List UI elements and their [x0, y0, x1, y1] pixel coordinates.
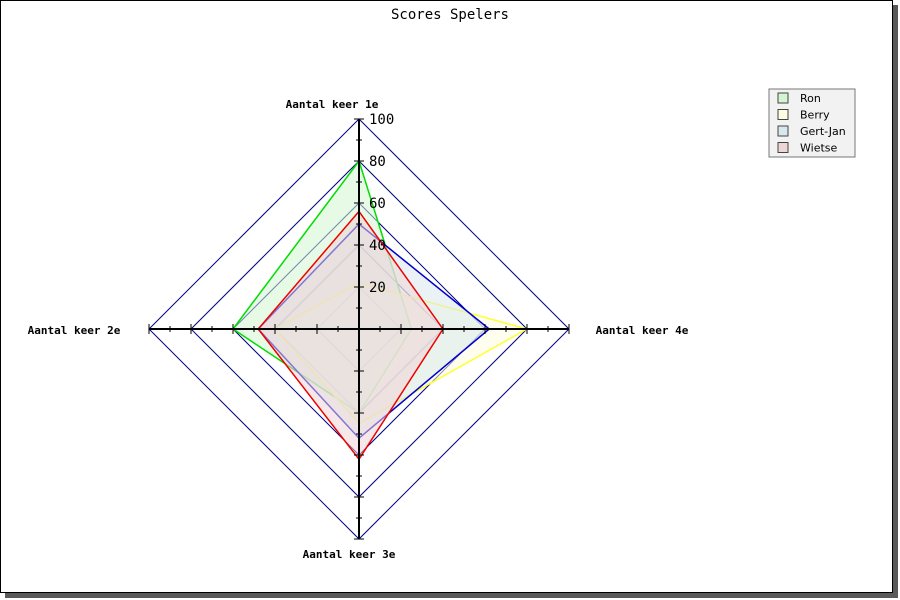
series-wietse	[257, 210, 444, 461]
tick-labels: 20 40 60 80 100	[369, 112, 394, 296]
legend-label: Berry	[800, 109, 830, 122]
legend-swatch	[777, 92, 789, 104]
tick-label: 100	[369, 112, 394, 128]
axis-label-bottom: Aantal keer 3e	[303, 548, 396, 561]
legend: Ron Berry Gert-Jan Wietse	[768, 88, 856, 158]
legend-swatch	[777, 125, 789, 137]
tick-label: 40	[369, 238, 386, 254]
axis-label-left: Aantal keer 2e	[28, 324, 121, 337]
tick-label: 60	[369, 196, 386, 212]
chart-title: Scores Spelers	[391, 7, 509, 23]
legend-label: Wietse	[800, 142, 838, 155]
legend-swatch	[777, 142, 789, 153]
legend-label: Gert-Jan	[800, 125, 846, 138]
legend-swatch	[777, 109, 789, 120]
tick-label: 20	[369, 280, 386, 296]
radar-axes	[148, 118, 570, 540]
axis-label-right: Aantal keer 4e	[596, 324, 689, 337]
legend-label: Ron	[800, 92, 821, 105]
tick-label: 80	[369, 154, 386, 170]
axis-label-top: Aantal keer 1e	[286, 98, 379, 111]
